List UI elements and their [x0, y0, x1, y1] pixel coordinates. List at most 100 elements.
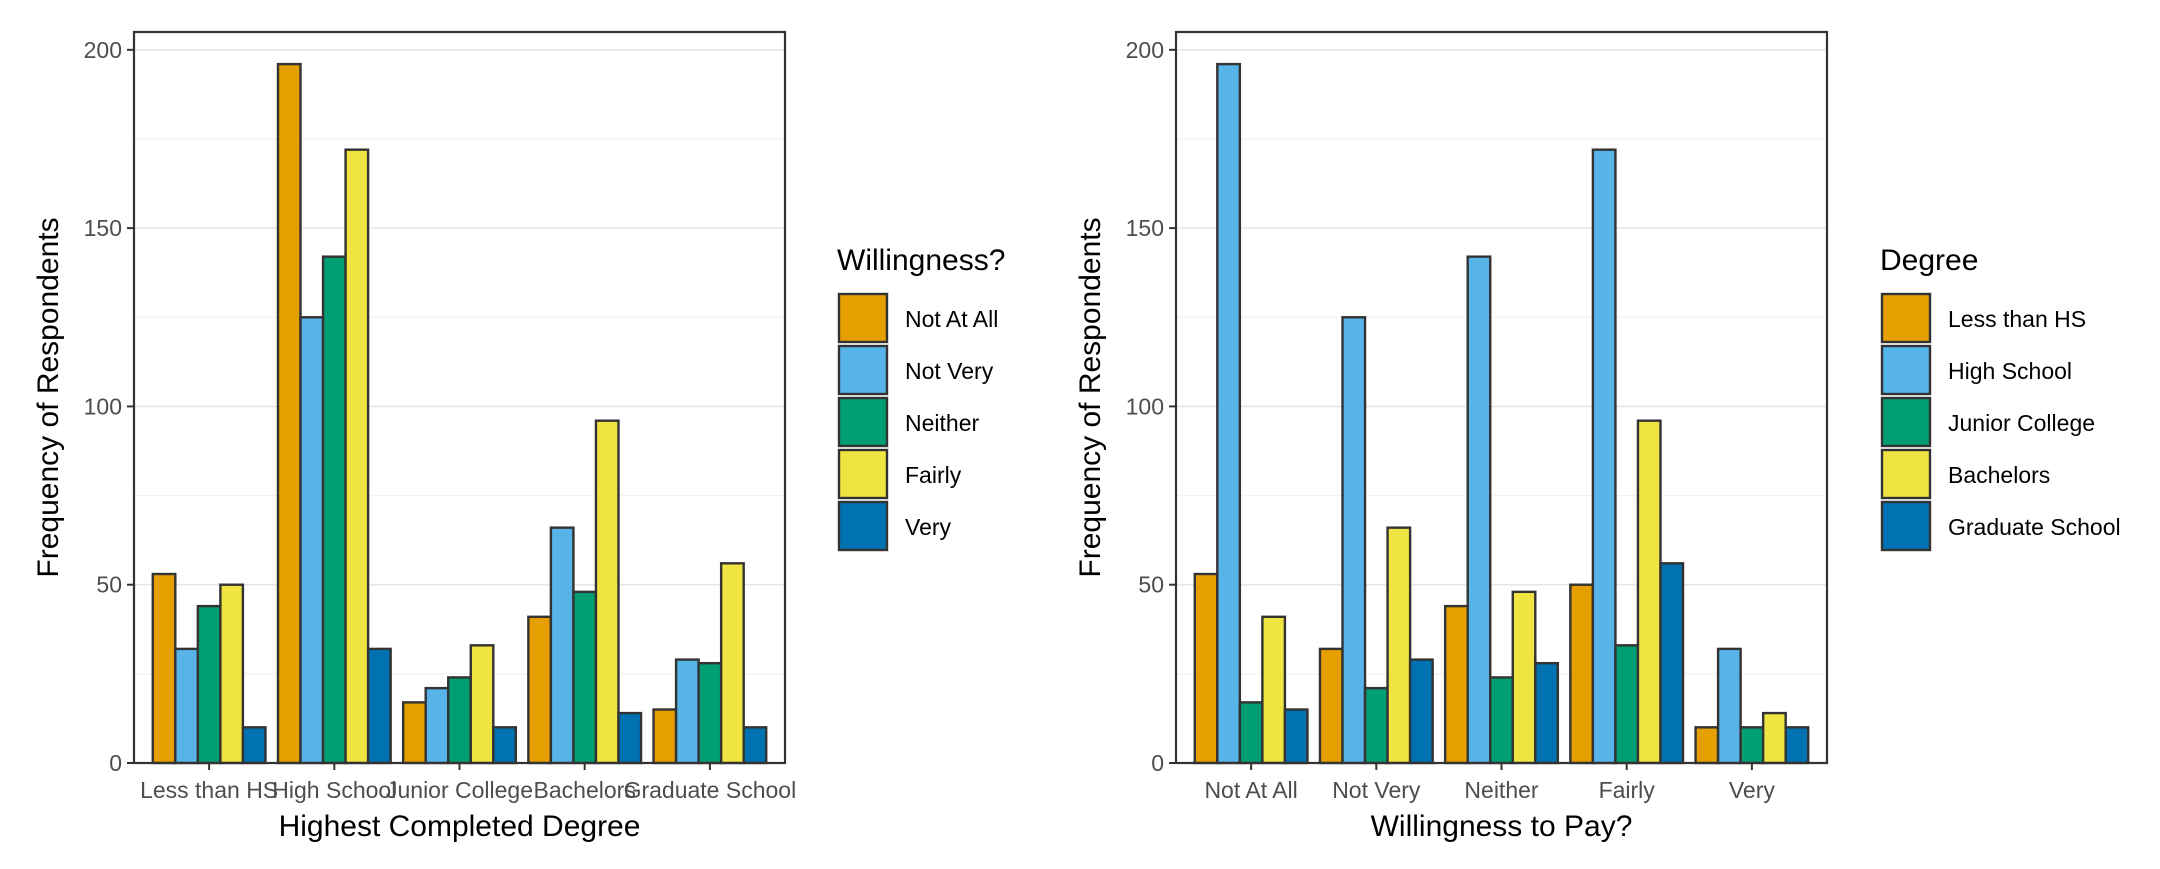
bar [1569, 583, 1595, 765]
bar [1408, 658, 1434, 765]
bar [492, 726, 518, 765]
bar [151, 572, 177, 765]
bar [344, 148, 370, 765]
bar [1489, 676, 1514, 765]
bar [527, 615, 553, 765]
bar [401, 701, 427, 765]
bar [1193, 572, 1219, 765]
y-tick-label: 50 [1138, 572, 1164, 598]
bar [1739, 726, 1765, 765]
legend-label: Neither [905, 410, 979, 436]
x-tick-label: Neither [1464, 777, 1538, 803]
legend-key [837, 500, 889, 552]
legend-label: Graduate School [1948, 514, 2121, 540]
legend-key [1880, 448, 1932, 500]
x-tick-label: Not At All [1204, 777, 1297, 803]
x-axis-title: Highest Completed Degree [279, 810, 641, 843]
bar [241, 726, 267, 765]
legend-label: Not Very [905, 358, 994, 384]
y-tick-label: 150 [1126, 215, 1164, 241]
legend: Degree Less than HS High School Junior Coll… [1880, 244, 2121, 552]
y-tick-label: 200 [84, 37, 122, 63]
legend-label: Bachelors [1948, 462, 2050, 488]
bar [1694, 726, 1720, 765]
legend: Willingness? Not At All Not Very Neither Fai… [837, 244, 1005, 552]
x-tick-label: Graduate School [624, 777, 797, 803]
bar [652, 708, 678, 765]
bar [1636, 419, 1662, 765]
bar [219, 583, 245, 765]
y-tick-label: 150 [84, 215, 122, 241]
bar [1466, 255, 1492, 765]
x-axis-title: Willingness to Pay? [1371, 810, 1633, 843]
bar [1591, 148, 1617, 765]
y-tick-label: 200 [1126, 37, 1164, 63]
bar [1341, 316, 1367, 765]
bar [174, 647, 200, 765]
x-tick-label: Less than HS [140, 777, 278, 803]
legend-key [1880, 500, 1932, 552]
bar [594, 419, 620, 765]
bar [1716, 647, 1742, 765]
legend-label: Not At All [905, 306, 998, 332]
legend-label: High School [1948, 358, 2072, 384]
bar [447, 676, 472, 765]
legend-key [837, 396, 889, 448]
bar [1784, 726, 1810, 765]
legend-key [1880, 292, 1932, 344]
x-tick-label: Very [1729, 777, 1776, 803]
bar [469, 644, 495, 765]
legend-label: Very [905, 514, 952, 540]
bar [674, 658, 700, 765]
bar [196, 604, 222, 765]
bar [1614, 644, 1640, 765]
bar [1318, 647, 1344, 765]
y-tick-label: 100 [84, 393, 122, 419]
bar [742, 726, 768, 765]
bar [1216, 62, 1242, 765]
y-tick-label: 0 [1151, 750, 1164, 776]
bar [321, 255, 347, 765]
bar [424, 686, 450, 765]
y-tick-label: 0 [109, 750, 122, 776]
x-tick-label: Bachelors [534, 777, 636, 803]
bar [1238, 701, 1264, 765]
x-tick-label: Not Very [1332, 777, 1421, 803]
bar [1511, 590, 1537, 765]
bar [1363, 686, 1389, 765]
x-tick-label: Junior College [386, 777, 533, 803]
bar [366, 647, 392, 765]
y-axis-title: Frequency of Respondents [32, 217, 65, 577]
bar [276, 62, 302, 765]
legend-key [1880, 344, 1932, 396]
bar [617, 711, 643, 765]
bar [1283, 708, 1309, 765]
bar [697, 661, 723, 765]
legend-label: Junior College [1948, 410, 2095, 436]
y-axis-title: Frequency of Respondents [1074, 217, 1107, 577]
legend-key [837, 344, 889, 396]
legend-key [837, 448, 889, 500]
legend-title: Degree [1880, 244, 1978, 277]
chart-panel-2: 0 50 100 150 200 Not At All Not Very Neither Fai… [1074, 30, 2121, 843]
bar [1659, 562, 1685, 765]
legend-key [1880, 396, 1932, 448]
bar [1534, 661, 1560, 765]
legend-title: Willingness? [837, 244, 1005, 277]
bar [549, 526, 575, 765]
legend-label: Less than HS [1948, 306, 2086, 332]
bar [1386, 526, 1412, 765]
bar [299, 316, 325, 765]
bar [1261, 615, 1287, 765]
y-tick-label: 50 [96, 572, 122, 598]
x-tick-label: Fairly [1599, 777, 1656, 803]
bar [1761, 711, 1787, 765]
bar [1443, 604, 1469, 765]
bar [719, 562, 745, 765]
legend-label: Fairly [905, 462, 962, 488]
legend-key [837, 292, 889, 344]
y-tick-label: 100 [1126, 393, 1164, 419]
